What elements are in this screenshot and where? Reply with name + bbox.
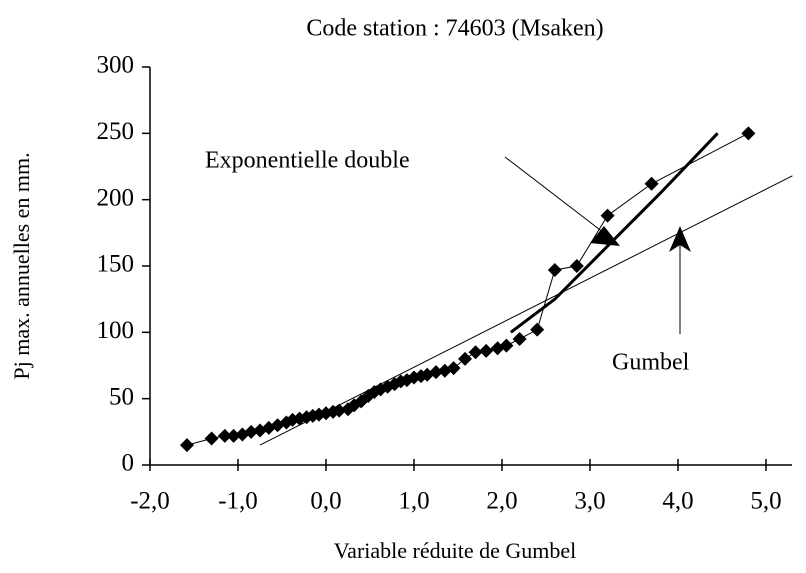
- point: [179, 438, 194, 453]
- y-axis-label: Pj max. annuelles en mm.: [9, 152, 34, 379]
- point: [530, 322, 545, 337]
- fit-line: [259, 175, 793, 446]
- chart-title: Code station : 74603 (Msaken): [306, 16, 603, 42]
- point: [244, 424, 259, 439]
- point: [204, 431, 219, 446]
- y-tick-label: 200: [97, 184, 135, 211]
- point: [226, 428, 241, 443]
- x-tick-label: 0,0: [310, 488, 341, 515]
- point: [600, 208, 615, 223]
- x-tick-label: 4,0: [662, 488, 693, 515]
- point: [644, 176, 659, 191]
- point: [217, 428, 232, 443]
- fit-line: [509, 132, 719, 334]
- data-line: [186, 132, 749, 446]
- y-tick-label: 300: [97, 52, 135, 79]
- point: [429, 365, 443, 380]
- point: [499, 338, 514, 353]
- annotation: Gumbel: [612, 350, 690, 376]
- y-tick-label: 150: [97, 251, 135, 278]
- annotation-arrow: [504, 156, 609, 237]
- point: [547, 262, 562, 277]
- x-tick-label: 3,0: [574, 488, 605, 515]
- point: [332, 403, 347, 418]
- x-tick-label: -1,0: [218, 488, 258, 515]
- y-tick-label: 0: [122, 450, 135, 477]
- arrow-head: [669, 226, 691, 252]
- x-tick-label: -2,0: [130, 488, 170, 515]
- x-axis-label: Variable réduite de Gumbel: [334, 538, 577, 563]
- point: [512, 331, 527, 346]
- point: [741, 126, 756, 141]
- x-tick-label: 5,0: [750, 488, 781, 515]
- point: [446, 361, 461, 376]
- y-tick-label: 50: [109, 383, 134, 410]
- point: [458, 351, 473, 366]
- point: [468, 345, 483, 360]
- y-tick-label: 100: [97, 317, 135, 344]
- point: [479, 343, 494, 358]
- point: [569, 259, 584, 273]
- x-tick-label: 2,0: [486, 488, 517, 515]
- x-tick-label: 1,0: [398, 488, 429, 515]
- y-tick-label: 250: [97, 118, 135, 145]
- annotation: Exponentielle double: [205, 148, 410, 174]
- arrow-head: [590, 226, 620, 246]
